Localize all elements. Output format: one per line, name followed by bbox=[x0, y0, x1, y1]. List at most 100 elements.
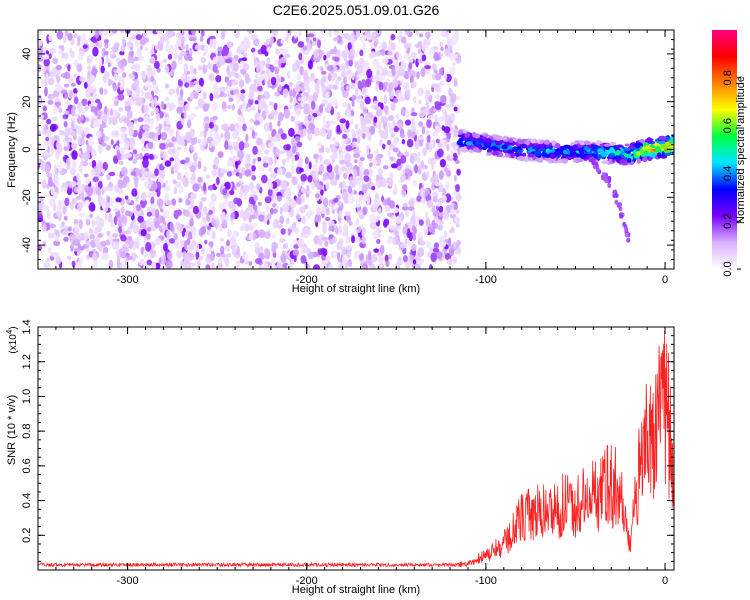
heatmap-cell bbox=[223, 92, 227, 98]
heatmap-cell bbox=[231, 79, 239, 86]
heatmap-cell bbox=[131, 34, 136, 40]
heatmap-cell bbox=[320, 247, 327, 255]
heatmap-cell bbox=[187, 76, 193, 82]
heatmap-cell bbox=[399, 78, 404, 84]
heatmap-cell bbox=[439, 220, 444, 225]
heatmap-cell bbox=[298, 52, 303, 61]
heatmap-cell bbox=[452, 35, 458, 45]
heatmap-cell bbox=[134, 167, 140, 176]
heatmap-cell bbox=[251, 233, 257, 241]
heatmap-cell bbox=[242, 123, 247, 132]
heatmap-cell bbox=[89, 42, 97, 48]
heatmap-cell bbox=[363, 196, 367, 202]
heatmap-cell bbox=[477, 144, 483, 149]
heatmap-cell bbox=[99, 197, 106, 206]
heatmap-cell bbox=[204, 239, 208, 245]
heatmap-cell bbox=[324, 217, 331, 221]
heatmap-cell bbox=[175, 181, 182, 188]
heatmap-cell bbox=[280, 180, 287, 190]
heatmap-cell bbox=[634, 142, 643, 147]
heatmap-cell bbox=[257, 157, 262, 162]
heatmap-cell bbox=[375, 109, 383, 117]
heatmap-cell bbox=[233, 156, 240, 162]
heatmap-cell bbox=[48, 34, 53, 42]
heatmap-cell bbox=[48, 53, 52, 60]
heatmap-cell bbox=[431, 83, 438, 88]
heatmap-cell bbox=[94, 98, 101, 104]
heatmap-cell bbox=[318, 238, 323, 247]
heatmap-cell bbox=[378, 129, 385, 135]
heatmap-cell bbox=[343, 128, 350, 133]
heatmap-cell bbox=[344, 210, 352, 217]
heatmap-cell bbox=[177, 227, 183, 233]
heatmap-cell bbox=[128, 73, 134, 79]
heatmap-cell bbox=[185, 43, 189, 52]
heatmap-cell bbox=[173, 186, 178, 195]
heatmap-cell bbox=[403, 255, 408, 263]
heatmap-cell bbox=[168, 88, 176, 95]
heatmap-cell bbox=[203, 103, 210, 112]
heatmap-cell bbox=[141, 70, 147, 81]
heatmap-cell bbox=[420, 67, 426, 78]
heatmap-cell bbox=[646, 137, 652, 143]
heatmap-cell bbox=[444, 48, 451, 57]
heatmap-cell bbox=[270, 172, 277, 179]
heatmap-cell bbox=[421, 54, 427, 62]
heatmap-cell bbox=[370, 104, 376, 109]
heatmap-cell bbox=[144, 47, 149, 52]
heatmap-cell bbox=[164, 96, 169, 102]
heatmap-cell bbox=[411, 225, 416, 231]
heatmap-cell bbox=[414, 164, 418, 174]
heatmap-cell bbox=[507, 149, 515, 153]
heatmap-cell bbox=[294, 30, 298, 39]
heatmap-cell bbox=[49, 223, 56, 229]
heatmap-cell bbox=[211, 231, 216, 240]
heatmap-cell bbox=[94, 30, 100, 39]
heatmap-cell bbox=[282, 203, 289, 213]
heatmap-cell bbox=[251, 129, 255, 139]
heatmap-cell bbox=[320, 66, 324, 72]
heatmap-cell bbox=[373, 116, 378, 123]
heatmap-cell bbox=[58, 130, 65, 136]
heatmap-cell bbox=[154, 262, 161, 269]
heatmap-cell bbox=[378, 81, 384, 91]
heatmap-cell bbox=[195, 251, 200, 260]
heatmap-cell bbox=[321, 84, 327, 92]
heatmap-cell bbox=[161, 224, 167, 230]
heatmap-cell bbox=[345, 120, 350, 130]
heatmap-cell bbox=[400, 242, 408, 249]
heatmap-cell bbox=[423, 150, 427, 157]
heatmap-cell bbox=[365, 144, 370, 155]
heatmap-cell bbox=[42, 125, 46, 135]
heatmap-cell bbox=[77, 201, 83, 212]
heatmap-cell bbox=[84, 184, 89, 191]
heatmap-cell bbox=[262, 104, 268, 109]
heatmap-cell bbox=[388, 90, 395, 100]
heatmap-cell bbox=[281, 158, 286, 166]
heatmap-cell bbox=[347, 42, 352, 51]
heatmap-cell bbox=[157, 181, 162, 192]
heatmap-cell bbox=[66, 255, 72, 260]
heatmap-cell bbox=[389, 156, 395, 161]
heatmap-cell bbox=[160, 35, 165, 45]
heatmap-cell bbox=[408, 62, 413, 70]
heatmap-cell bbox=[190, 144, 194, 152]
heatmap-cell bbox=[431, 159, 437, 165]
heatmap-cell bbox=[307, 114, 312, 122]
heatmap-cell bbox=[115, 197, 122, 203]
heatmap-cell bbox=[121, 133, 125, 141]
heatmap-cell bbox=[236, 95, 240, 105]
heatmap-cell bbox=[113, 109, 118, 114]
heatmap-cell bbox=[424, 45, 429, 50]
heatmap-cell bbox=[120, 234, 127, 242]
heatmap-cell bbox=[234, 72, 239, 79]
heatmap-cell bbox=[548, 145, 553, 151]
heatmap-cell bbox=[622, 221, 627, 227]
heatmap-cell bbox=[236, 260, 241, 265]
heatmap-cell bbox=[116, 140, 120, 146]
spectrogram-x-axis-label: Height of straight line (km) bbox=[292, 283, 420, 295]
heatmap-cell bbox=[348, 59, 353, 67]
heatmap-cell bbox=[249, 181, 254, 190]
heatmap-cell bbox=[196, 260, 201, 268]
heatmap-cell bbox=[113, 42, 120, 49]
